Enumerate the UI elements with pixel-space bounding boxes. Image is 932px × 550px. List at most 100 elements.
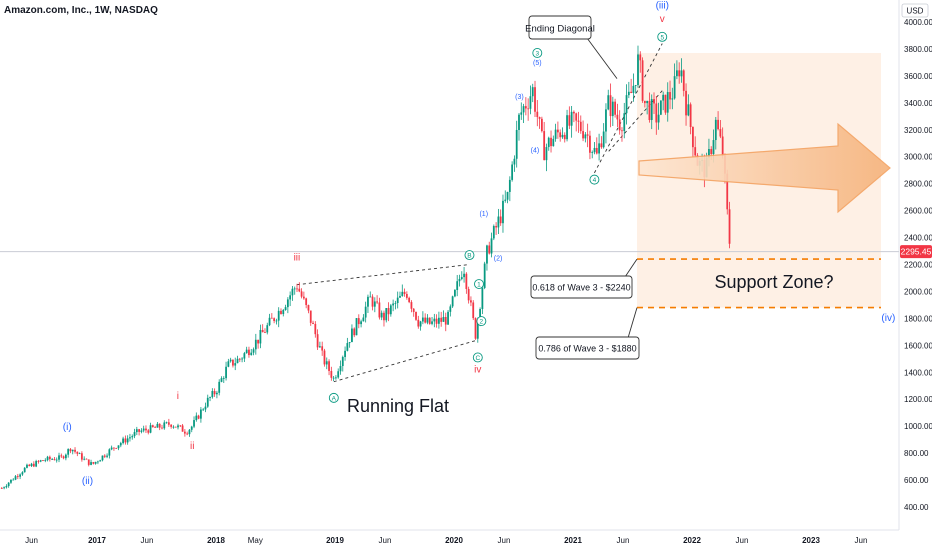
candle-body <box>394 302 397 304</box>
price-tick-label: 2600.00 <box>904 207 932 216</box>
candle-body <box>337 371 340 378</box>
candle-body <box>598 143 600 154</box>
candle-body <box>671 98 674 100</box>
candle-body <box>511 164 514 180</box>
candle-body <box>463 273 465 278</box>
candle-body <box>357 318 360 325</box>
candle-body <box>46 456 49 461</box>
candle-body <box>726 173 729 210</box>
candle-body <box>122 438 124 444</box>
time-tick-label: 2022 <box>683 536 701 545</box>
candle-body <box>241 358 243 360</box>
candle-body <box>662 94 665 101</box>
candle-body <box>643 100 646 104</box>
candle-body <box>35 461 38 467</box>
currency-box[interactable] <box>901 3 929 18</box>
candle-body <box>570 111 573 126</box>
candle-body <box>710 149 713 155</box>
time-axis[interactable]: Jun 2017 Jun 2018 May 2019 Jun 2020 Jun 2021 Jun 20… <box>25 536 867 545</box>
candle-body <box>309 310 312 323</box>
candle-body <box>97 461 99 463</box>
time-tick-label: May <box>248 536 263 545</box>
candle-body <box>21 472 24 475</box>
candle-body <box>243 353 246 359</box>
candle-body <box>618 119 621 131</box>
candle-body <box>568 115 571 126</box>
fib-786-label: 0.786 of Wave 3 - $1880 <box>538 344 636 354</box>
circle-label-ring <box>464 250 475 261</box>
price-tick-label: 4000.00 <box>904 18 932 27</box>
wave-label: ii <box>190 441 194 452</box>
candle-body <box>451 296 454 307</box>
candle-body <box>465 273 468 289</box>
candle-body <box>673 76 676 99</box>
fib-786-pointer <box>627 307 638 339</box>
fib-618-box <box>530 275 633 299</box>
price-tick-label: 800.00 <box>904 449 929 458</box>
candle-body <box>165 422 168 424</box>
candle-body <box>206 397 209 407</box>
price-tick-label: 1200.00 <box>904 395 932 404</box>
candle-body <box>188 429 191 435</box>
candle-body <box>252 349 255 353</box>
price-tick-label: 3600.00 <box>904 72 932 81</box>
ending-diagonal-callout: Ending Diagonal <box>525 15 595 40</box>
candle-body <box>234 363 237 366</box>
candle-body <box>664 94 667 113</box>
candle-body <box>458 278 461 282</box>
candle-body <box>273 318 276 322</box>
candle-body <box>616 114 619 120</box>
candle-body <box>23 467 26 473</box>
price-tick-label: 1600.00 <box>904 341 932 350</box>
candle-body <box>238 358 241 360</box>
candle-body <box>268 317 271 326</box>
candle-body <box>447 311 449 325</box>
candle-body <box>293 288 296 290</box>
candle-body <box>147 430 150 433</box>
trendline-segment <box>333 339 478 383</box>
time-tick-label: Jun <box>736 536 749 545</box>
candle-body <box>694 147 697 156</box>
circle-label-text: C <box>475 355 480 362</box>
candle-body <box>373 301 376 307</box>
candle-body <box>32 463 35 467</box>
candle-body <box>245 349 248 354</box>
candle-body <box>371 296 374 307</box>
candle-body <box>659 100 662 115</box>
candle-body <box>280 310 282 315</box>
candle-body <box>332 377 335 379</box>
candle-body <box>460 277 463 279</box>
price-tick-label: 2400.00 <box>904 234 932 243</box>
circle-label-ring <box>532 48 543 58</box>
price-axis[interactable]: 4000.00 3800.00 3600.00 3400.00 3200.00 3000.… <box>904 18 932 512</box>
candle-body <box>193 420 195 427</box>
time-tick-label: 2019 <box>326 536 344 545</box>
current-price-tag <box>900 245 932 259</box>
candle-body <box>55 459 58 461</box>
candle-body <box>476 319 479 339</box>
candle-body <box>428 317 431 324</box>
candle-body <box>424 317 427 323</box>
candle-body <box>142 428 145 431</box>
candle-body <box>101 455 104 461</box>
candle-body <box>7 482 10 487</box>
candle-body <box>678 70 681 77</box>
candle-body <box>117 445 120 449</box>
candle-body <box>48 456 51 460</box>
fib-786-box <box>535 336 640 360</box>
candle-body <box>10 479 12 483</box>
time-tick-label: 2020 <box>445 536 463 545</box>
candle-body <box>449 306 452 312</box>
candle-body <box>552 138 555 147</box>
price-tick-label: 3000.00 <box>904 153 932 162</box>
candle-body <box>3 487 5 489</box>
candle-body <box>53 459 56 461</box>
circle-label-text: 2 <box>480 319 484 326</box>
candle-body <box>108 449 111 456</box>
time-tick-label: Jun <box>379 536 392 545</box>
time-tick-label: 2023 <box>802 536 820 545</box>
candle-body <box>408 297 411 303</box>
candle-body <box>600 143 603 148</box>
candle-body <box>302 296 305 299</box>
